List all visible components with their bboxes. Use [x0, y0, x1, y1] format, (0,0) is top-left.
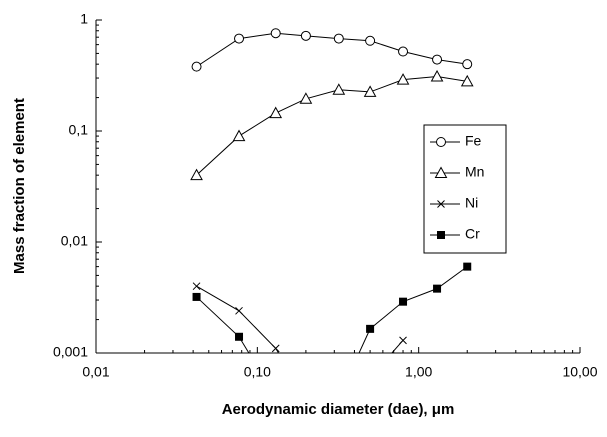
marker	[366, 324, 375, 333]
x-tick-label: 0,10	[244, 364, 271, 380]
marker	[432, 54, 443, 65]
marker	[430, 69, 444, 82]
y-tick-label: 0,01	[61, 233, 88, 249]
marker	[302, 394, 309, 401]
marker	[269, 106, 283, 119]
marker	[272, 393, 280, 401]
marker	[271, 344, 280, 353]
series-line	[196, 266, 468, 353]
y-axis-title: Mass fraction of element	[11, 98, 28, 274]
marker	[335, 393, 343, 401]
marker	[299, 92, 313, 104]
marker	[437, 200, 445, 208]
marker	[396, 73, 410, 85]
marker	[235, 306, 243, 315]
legend-box	[423, 124, 507, 254]
legend-label: Mn	[465, 164, 484, 180]
legend-label: Ni	[465, 195, 478, 211]
marker	[462, 59, 473, 70]
legend-label: Cr	[465, 226, 480, 242]
marker	[192, 292, 201, 301]
x-tick-label: 1,00	[405, 364, 432, 380]
marker	[437, 231, 445, 239]
marker	[463, 262, 472, 271]
marker	[235, 332, 244, 341]
marker	[192, 282, 201, 291]
marker	[190, 168, 203, 181]
marker	[367, 374, 374, 381]
plot-area	[190, 28, 474, 401]
y-tick-label: 1	[80, 11, 88, 27]
marker	[232, 129, 246, 142]
marker	[399, 336, 407, 345]
marker	[398, 46, 409, 57]
marker	[460, 74, 474, 87]
marker	[436, 137, 446, 147]
marker	[332, 83, 346, 95]
marker	[300, 30, 311, 41]
series-line	[196, 285, 404, 353]
marker	[363, 85, 377, 97]
legend-label: Fe	[465, 133, 482, 149]
marker	[433, 284, 442, 293]
marker	[365, 35, 376, 46]
x-tick-label: 0,01	[82, 364, 109, 380]
y-tick-label: 0,1	[69, 122, 89, 138]
y-tick-label: 0,001	[53, 344, 88, 360]
marker	[234, 33, 245, 44]
marker	[399, 297, 408, 306]
marker	[191, 61, 202, 72]
marker	[333, 33, 344, 44]
x-tick-label: 10,00	[562, 364, 597, 380]
x-axis-title: Aerodynamic diameter (dae), μm	[222, 401, 455, 418]
marker	[434, 166, 448, 178]
marker	[270, 28, 281, 39]
